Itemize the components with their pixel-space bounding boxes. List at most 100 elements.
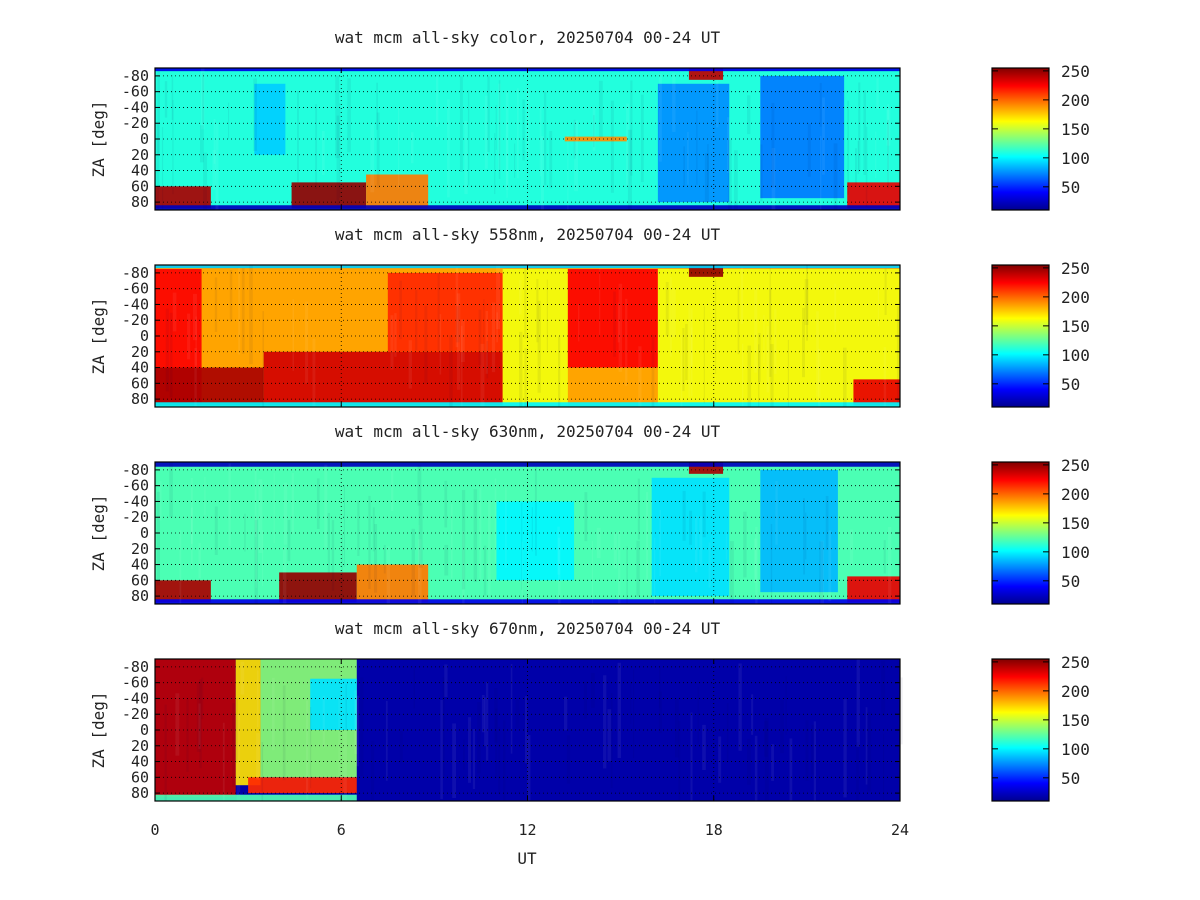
y-tick-label: 40 bbox=[131, 556, 149, 574]
y-tick-label: -40 bbox=[122, 98, 149, 116]
heatmap-region bbox=[760, 75, 845, 199]
heatmap-region bbox=[356, 564, 429, 603]
grid bbox=[155, 659, 900, 801]
colorbar-tick-label: 250 bbox=[1061, 62, 1090, 81]
y-axis-label: ZA [deg] bbox=[89, 297, 108, 374]
colorbar-tick-label: 100 bbox=[1061, 543, 1090, 562]
heatmap-region bbox=[688, 68, 724, 80]
heatmap-region bbox=[155, 367, 264, 406]
y-tick-label: -20 bbox=[122, 508, 149, 526]
y-tick-label: -40 bbox=[122, 689, 149, 707]
x-tick-label: 12 bbox=[518, 821, 536, 839]
colorbar-tick-label: 50 bbox=[1061, 375, 1080, 394]
colorbar-tick-label: 200 bbox=[1061, 682, 1090, 701]
panel-title: wat mcm all-sky 670nm, 20250704 00-24 UT bbox=[335, 619, 721, 638]
y-tick-label: -60 bbox=[122, 477, 149, 495]
y-axis-label: ZA [deg] bbox=[89, 100, 108, 177]
panel-3: wat mcm all-sky 630nm, 20250704 00-24 UT… bbox=[89, 422, 1090, 605]
y-tick-label: -80 bbox=[122, 264, 149, 282]
heatmap-region bbox=[651, 477, 730, 597]
colorbar-tick-label: 200 bbox=[1061, 288, 1090, 307]
y-tick-label: -60 bbox=[122, 280, 149, 298]
y-tick-label: -60 bbox=[122, 83, 149, 101]
y-tick-label: 80 bbox=[131, 784, 149, 802]
x-tick-label: 18 bbox=[705, 821, 723, 839]
colorbar-tick-label: 200 bbox=[1061, 91, 1090, 110]
grid bbox=[155, 462, 900, 604]
grid bbox=[155, 265, 900, 407]
colorbar-tick-label: 150 bbox=[1061, 711, 1090, 730]
panel-4: wat mcm all-sky 670nm, 20250704 00-24 UT… bbox=[89, 619, 1090, 839]
heatmap-region bbox=[310, 678, 357, 730]
panel-title: wat mcm all-sky 630nm, 20250704 00-24 UT bbox=[335, 422, 721, 441]
y-tick-label: -40 bbox=[122, 295, 149, 313]
colorbar: 250 200 150 100 50 bbox=[991, 653, 1090, 802]
heatmap-region bbox=[853, 379, 900, 406]
colorbar: 250 200 150 100 50 bbox=[991, 456, 1090, 605]
y-axis-label: ZA [deg] bbox=[89, 494, 108, 571]
y-tick-label: -80 bbox=[122, 461, 149, 479]
heatmap-region bbox=[567, 268, 658, 368]
y-tick-label: 60 bbox=[131, 374, 149, 392]
heatmap-region bbox=[366, 174, 429, 209]
colorbar: 250 200 150 100 50 bbox=[991, 259, 1090, 408]
grid bbox=[155, 68, 900, 210]
heatmap-region bbox=[235, 659, 261, 786]
heatmap-region bbox=[155, 659, 236, 798]
x-tick-label: 6 bbox=[337, 821, 346, 839]
y-tick-label: 40 bbox=[131, 753, 149, 771]
x-tick-label: 24 bbox=[891, 821, 909, 839]
colorbar-tick-label: 250 bbox=[1061, 456, 1090, 475]
x-tick-label: 0 bbox=[150, 821, 159, 839]
colorbar-tick-label: 250 bbox=[1061, 259, 1090, 278]
y-tick-label: 60 bbox=[131, 177, 149, 195]
heatmap-region bbox=[155, 580, 211, 603]
y-tick-label: -20 bbox=[122, 705, 149, 723]
y-tick-label: -80 bbox=[122, 658, 149, 676]
heatmap-region bbox=[248, 777, 357, 794]
colorbar-tick-label: 100 bbox=[1061, 740, 1090, 759]
colorbar-tick-label: 100 bbox=[1061, 346, 1090, 365]
heatmap-region bbox=[263, 351, 503, 406]
heatmap-region bbox=[760, 469, 838, 593]
heatmap-region bbox=[688, 462, 724, 474]
y-tick-label: -20 bbox=[122, 311, 149, 329]
y-tick-label: 20 bbox=[131, 343, 149, 361]
panel-1: wat mcm all-sky color, 20250704 00-24 UT… bbox=[89, 28, 1090, 211]
heatmap-region bbox=[387, 272, 503, 352]
y-tick-label: 20 bbox=[131, 737, 149, 755]
panel-title: wat mcm all-sky 558nm, 20250704 00-24 UT bbox=[335, 225, 721, 244]
y-tick-label: -60 bbox=[122, 674, 149, 692]
y-tick-label: 80 bbox=[131, 390, 149, 408]
y-tick-label: -40 bbox=[122, 492, 149, 510]
x-axis-label: UT bbox=[517, 849, 537, 868]
colorbar-tick-label: 50 bbox=[1061, 572, 1080, 591]
y-tick-label: 40 bbox=[131, 162, 149, 180]
heatmap-region bbox=[502, 268, 568, 406]
y-tick-label: -20 bbox=[122, 114, 149, 132]
colorbar-tick-label: 150 bbox=[1061, 120, 1090, 139]
heatmap-region bbox=[688, 265, 724, 277]
heatmap-region bbox=[254, 83, 286, 155]
y-tick-label: 60 bbox=[131, 571, 149, 589]
colorbar: 250 200 150 100 50 bbox=[991, 62, 1090, 211]
y-tick-label: 80 bbox=[131, 193, 149, 211]
heatmap-region bbox=[496, 501, 575, 581]
y-tick-label: -80 bbox=[122, 67, 149, 85]
heatmap-region bbox=[155, 186, 211, 209]
y-tick-label: 20 bbox=[131, 146, 149, 164]
y-axis-label: ZA [deg] bbox=[89, 691, 108, 768]
y-tick-label: 0 bbox=[140, 721, 149, 739]
heatmap-region bbox=[279, 572, 357, 603]
colorbar-tick-label: 250 bbox=[1061, 653, 1090, 672]
heatmap-region bbox=[657, 83, 730, 203]
colorbar-tick-label: 150 bbox=[1061, 514, 1090, 533]
colorbar-tick-label: 200 bbox=[1061, 485, 1090, 504]
heatmap-region bbox=[155, 794, 357, 801]
heatmap-region bbox=[291, 182, 367, 209]
panel-title: wat mcm all-sky color, 20250704 00-24 UT bbox=[335, 28, 721, 47]
y-tick-label: 20 bbox=[131, 540, 149, 558]
y-tick-label: 80 bbox=[131, 587, 149, 605]
colorbar-tick-label: 100 bbox=[1061, 149, 1090, 168]
